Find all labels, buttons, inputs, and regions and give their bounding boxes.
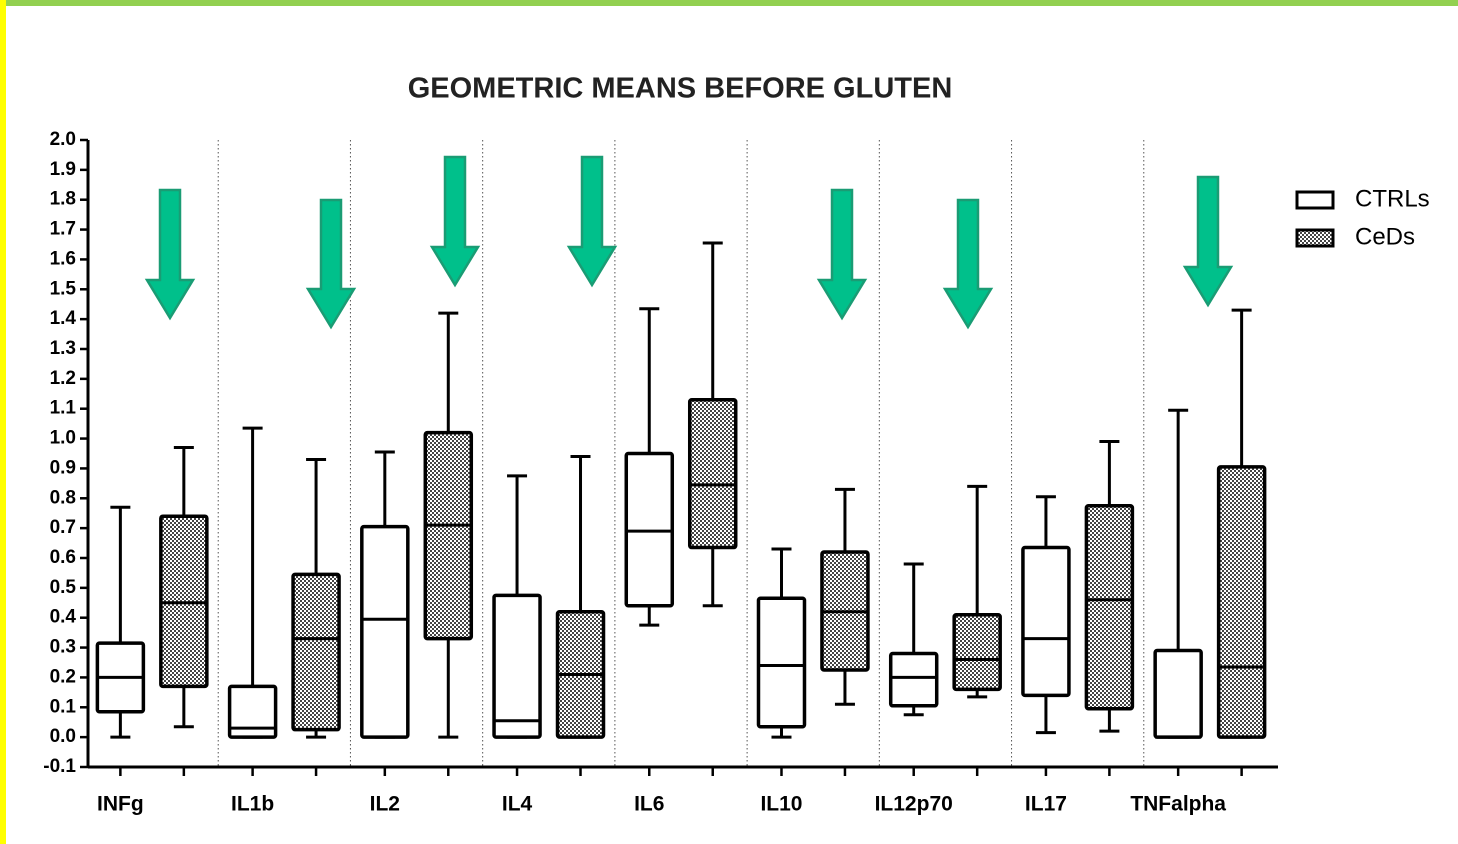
box-body: [1216, 465, 1267, 739]
box-body: [1084, 504, 1135, 711]
box: [492, 474, 542, 739]
box-body: [1153, 648, 1203, 739]
box: [952, 484, 1002, 699]
legend-label: CTRLs: [1355, 185, 1430, 212]
y-tick-label: 1.2: [50, 368, 76, 389]
box: [360, 450, 410, 739]
x-tick-label: TNFalpha: [1130, 793, 1226, 816]
arrow: [144, 188, 196, 321]
box: [227, 426, 278, 739]
arrow: [942, 198, 994, 330]
box-body: [952, 612, 1002, 692]
x-tick-label: IL6: [634, 793, 664, 816]
top-border: [0, 0, 1458, 6]
box-body: [291, 572, 341, 732]
box: [1153, 408, 1203, 739]
arrow: [429, 155, 481, 288]
y-tick-label: 0.5: [50, 577, 77, 598]
legend-label: CeDs: [1355, 223, 1415, 250]
box: [820, 487, 870, 706]
left-border: [0, 0, 6, 844]
y-tick-label: 0.9: [50, 457, 76, 478]
box: [888, 562, 939, 717]
y-tick-label: 1.9: [50, 159, 76, 180]
box: [555, 454, 606, 739]
y-tick-label: 1.1: [50, 398, 77, 419]
y-tick-label: 1.5: [50, 278, 77, 299]
y-tick-label: 0.1: [50, 696, 77, 717]
x-tick-label: IL12p70: [875, 793, 953, 816]
box: [1084, 440, 1135, 733]
y-tick-label: 1.3: [50, 338, 76, 359]
box: [624, 307, 675, 627]
chart-title: GEOMETRIC MEANS BEFORE GLUTEN: [408, 73, 953, 105]
y-tick-label: -0.1: [43, 756, 76, 777]
y-tick-label: 0.7: [50, 517, 76, 538]
box: [1216, 308, 1267, 739]
y-tick-label: 0.0: [50, 726, 76, 747]
arrows: [144, 155, 1234, 330]
y-tick-label: 1.8: [50, 189, 76, 210]
box-body: [687, 398, 738, 550]
x-tick-label: IL2: [370, 793, 400, 816]
x-tick-label: IL17: [1025, 793, 1067, 816]
box-body: [888, 651, 939, 708]
x-tick-label: IL1b: [231, 793, 274, 816]
arrow: [305, 198, 357, 330]
legend-swatch: [1295, 228, 1335, 248]
box-body: [360, 524, 410, 739]
arrow: [1182, 175, 1234, 308]
arrow: [566, 155, 618, 288]
box: [1021, 495, 1071, 735]
box-body: [756, 596, 807, 729]
arrow: [816, 188, 868, 321]
y-tick-label: 0.8: [50, 487, 76, 508]
box-body: [1021, 545, 1071, 698]
box-body: [492, 593, 542, 739]
y-tick-label: 1.6: [50, 248, 76, 269]
y-tick-label: 2.0: [50, 129, 76, 150]
y-tick-label: 1.7: [50, 219, 76, 240]
box-body: [423, 430, 474, 641]
y-tick-label: 0.2: [50, 666, 76, 687]
legend-swatch: [1295, 190, 1335, 210]
box: [291, 457, 341, 739]
box-body: [227, 684, 278, 739]
box: [687, 241, 738, 608]
y-tick-label: 0.6: [50, 547, 76, 568]
y-tick-label: 0.4: [50, 607, 77, 628]
box: [95, 505, 146, 739]
x-tick-label: INFg: [97, 793, 144, 816]
y-tick-label: 1.0: [50, 428, 76, 449]
box: [159, 446, 209, 729]
y-tick-label: 1.4: [50, 308, 77, 329]
x-tick-label: IL4: [502, 793, 533, 816]
x-tick-label: IL10: [760, 793, 802, 816]
box: [756, 547, 807, 739]
box: [423, 311, 474, 739]
y-tick-label: 0.3: [50, 637, 76, 658]
